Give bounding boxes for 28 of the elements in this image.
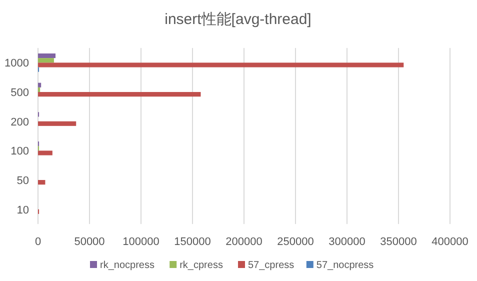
y-tick-label: 200 bbox=[10, 116, 29, 128]
bar bbox=[38, 58, 54, 63]
legend-label: rk_nocpress bbox=[100, 260, 154, 271]
x-tick-label: 0 bbox=[34, 236, 42, 248]
y-tick-label: 500 bbox=[10, 87, 29, 99]
x-tick-label: 350000 bbox=[380, 236, 417, 248]
legend-label: rk_cpress bbox=[180, 260, 223, 271]
x-tick-label: 250000 bbox=[277, 236, 314, 248]
legend-label: 57_nocpress bbox=[316, 260, 374, 271]
bar bbox=[38, 92, 201, 97]
bar bbox=[38, 180, 46, 185]
x-tick-label: 300000 bbox=[328, 236, 366, 248]
x-tick-label: 150000 bbox=[174, 236, 211, 248]
y-tick-label: 10 bbox=[16, 204, 29, 216]
y-tick-label: 1000 bbox=[4, 58, 29, 70]
bar bbox=[38, 150, 52, 156]
legend-label: 57_cpress bbox=[248, 260, 294, 271]
x-tick-label: 200000 bbox=[226, 236, 262, 248]
chart-title: insert性能[avg-thread] bbox=[164, 11, 312, 28]
x-tick-label: 50000 bbox=[74, 236, 105, 248]
x-tick-label: 400000 bbox=[432, 236, 468, 248]
x-tick-label: 100000 bbox=[122, 236, 160, 248]
bar bbox=[38, 53, 56, 58]
y-tick-label: 50 bbox=[16, 175, 29, 187]
bar bbox=[38, 82, 42, 88]
bar bbox=[38, 121, 76, 126]
y-tick-label: 100 bbox=[10, 146, 29, 158]
bar bbox=[38, 62, 404, 68]
